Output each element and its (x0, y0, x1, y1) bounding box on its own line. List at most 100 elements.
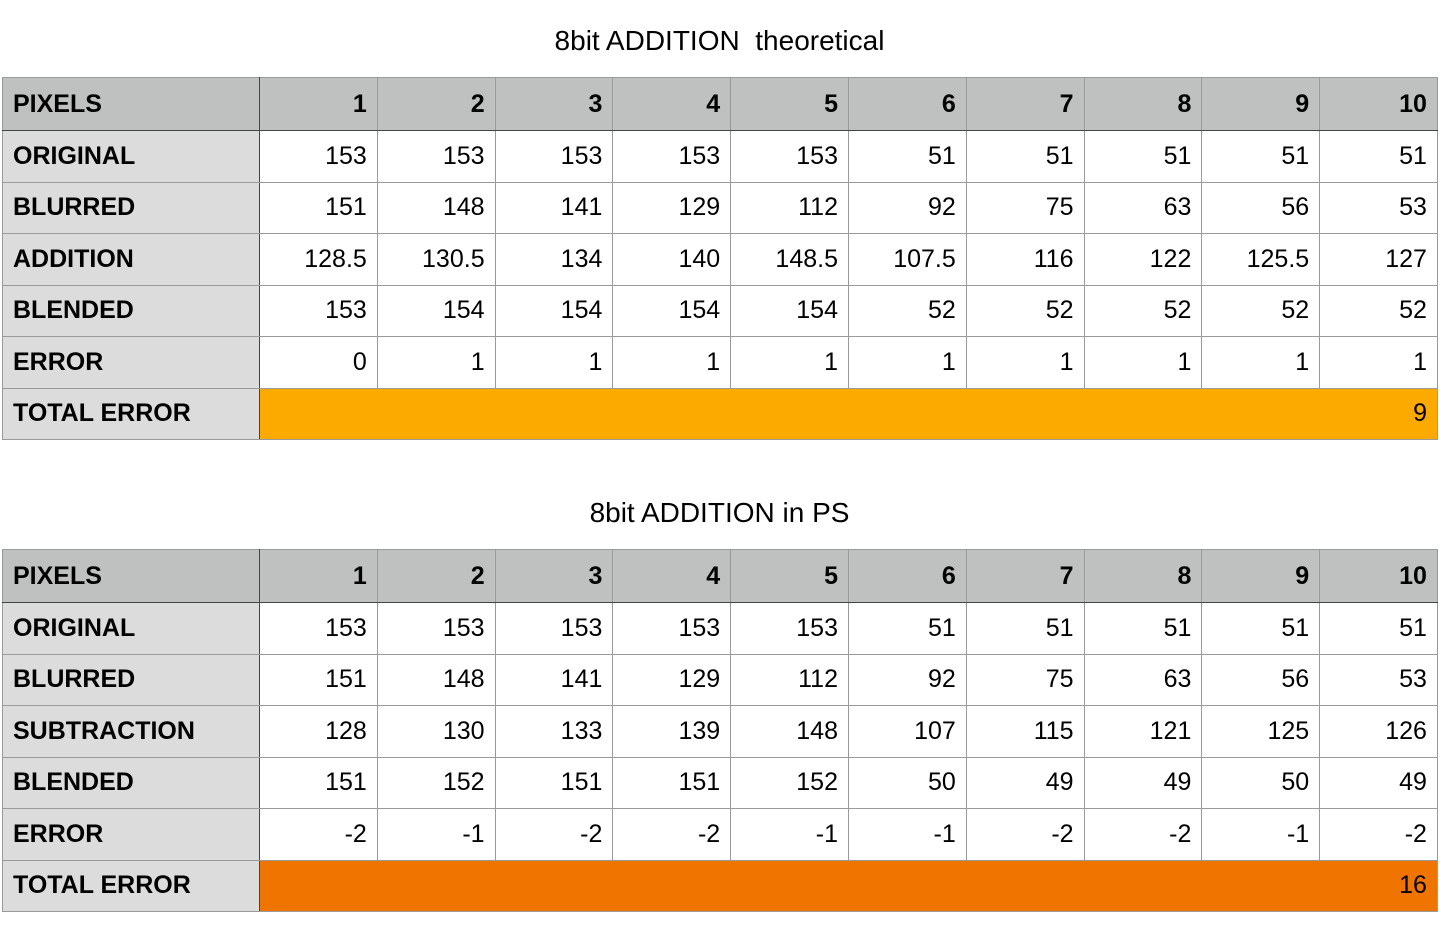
data-table: PIXELS 1 2 3 4 5 6 7 8 9 10 ORIGINAL 153 153 153 153 15… (2, 549, 1438, 912)
table-cell: 154 (376, 284, 496, 337)
table-cell: 56 (1201, 653, 1321, 706)
column-header: 7 (965, 549, 1085, 603)
table-cell: 153 (494, 130, 614, 183)
table-cell: 148 (376, 181, 496, 234)
table-cell: 154 (612, 284, 732, 337)
table-cell: 153 (494, 602, 614, 655)
table-cell: 128.5 (259, 233, 378, 286)
column-header: 3 (494, 549, 614, 603)
table-cell: 148 (730, 705, 849, 758)
column-header: 3 (494, 77, 614, 131)
row-label: SUBTRACTION (2, 705, 260, 758)
table-cell: 1 (1201, 336, 1321, 389)
table-row: BLURRED 151 148 141 129 112 92 75 63 56 53 (2, 181, 1438, 234)
table-row: SUBTRACTION 128 130 133 139 148 107 115 121 125 12… (2, 705, 1438, 758)
table-cell: 151 (494, 756, 614, 809)
header-label: PIXELS (2, 77, 260, 131)
total-error-label: TOTAL ERROR (2, 387, 260, 440)
header-row: PIXELS 1 2 3 4 5 6 7 8 9 10 (2, 549, 1438, 603)
column-header: 5 (730, 549, 849, 603)
table-row: ADDITION 128.5 130.5 134 140 148.5 107.5 116 122… (2, 233, 1438, 286)
table-cell: 75 (965, 653, 1085, 706)
table-cell: 125 (1201, 705, 1321, 758)
table-cell: 153 (730, 602, 849, 655)
row-label: BLURRED (2, 181, 260, 234)
table-cell: 52 (1201, 284, 1321, 337)
table-cell: -2 (259, 808, 378, 861)
table-cell: 129 (612, 653, 732, 706)
row-label: ERROR (2, 336, 260, 389)
table-cell: 50 (1201, 756, 1321, 809)
table-cell: 139 (612, 705, 732, 758)
table-cell: 49 (965, 756, 1085, 809)
table-cell: 51 (847, 602, 967, 655)
table-cell: 51 (1083, 130, 1203, 183)
table-cell: 153 (376, 602, 496, 655)
table-row: ORIGINAL 153 153 153 153 153 51 51 51 51 51 (2, 602, 1438, 655)
table-row: ORIGINAL 153 153 153 153 153 51 51 51 51 51 (2, 130, 1438, 183)
table-cell: 153 (259, 602, 378, 655)
table-cell: 140 (612, 233, 732, 286)
table-cell: 51 (847, 130, 967, 183)
row-label: ERROR (2, 808, 260, 861)
table-cell: 51 (1319, 130, 1438, 183)
table-cell: 51 (965, 130, 1085, 183)
table-cell: 52 (1083, 284, 1203, 337)
table-cell: 153 (376, 130, 496, 183)
row-label: BLENDED (2, 756, 260, 809)
table-cell: 1 (847, 336, 967, 389)
table-cell: -1 (376, 808, 496, 861)
row-label: ORIGINAL (2, 602, 260, 655)
table-cell: -2 (965, 808, 1085, 861)
table-cell: 1 (965, 336, 1085, 389)
table-cell: 154 (494, 284, 614, 337)
table-cell: 153 (612, 602, 732, 655)
table-cell: 63 (1083, 653, 1203, 706)
table-cell: 50 (847, 756, 967, 809)
table-cell: 1 (612, 336, 732, 389)
table-cell: 125.5 (1201, 233, 1321, 286)
table-row: BLURRED 151 148 141 129 112 92 75 63 56 53 (2, 653, 1438, 706)
column-header: 2 (376, 549, 496, 603)
column-header: 1 (259, 549, 378, 603)
table-cell: 154 (730, 284, 849, 337)
column-header: 9 (1201, 77, 1321, 131)
column-header: 4 (612, 549, 732, 603)
table-cell: 53 (1319, 181, 1438, 234)
table-title: 8bit ADDITION in PS (589, 497, 850, 528)
total-error-value: 9 (259, 387, 1438, 440)
column-header: 1 (259, 77, 378, 131)
table-cell: 134 (494, 233, 614, 286)
table-cell: 127 (1319, 233, 1438, 286)
table-cell: 52 (847, 284, 967, 337)
table-cell: 63 (1083, 181, 1203, 234)
table-cell: 152 (376, 756, 496, 809)
table-cell: -1 (1201, 808, 1321, 861)
table-cell: 51 (965, 602, 1085, 655)
column-header: 10 (1319, 77, 1438, 131)
table-cell: 128 (259, 705, 378, 758)
row-label: BLENDED (2, 284, 260, 337)
table-cell: 51 (1083, 602, 1203, 655)
column-header: 6 (847, 77, 967, 131)
table-block-theoretical: 8bit ADDITION theoretical PIXELS 1 2 3 4 5 6 7 8… (2, 0, 1438, 440)
column-header: 6 (847, 549, 967, 603)
table-cell: 51 (1319, 602, 1438, 655)
table-cell: 1 (730, 336, 849, 389)
column-header: 4 (612, 77, 732, 131)
table-block-ps: 8bit ADDITION in PS PIXELS 1 2 3 4 5 6 7 8 9 10 OR… (2, 472, 1438, 912)
table-cell: 126 (1319, 705, 1438, 758)
table-cell: 52 (965, 284, 1085, 337)
table-row: ERROR 0 1 1 1 1 1 1 1 1 1 (2, 336, 1438, 389)
table-cell: 152 (730, 756, 849, 809)
table-cell: 151 (259, 756, 378, 809)
table-cell: 92 (847, 653, 967, 706)
column-header: 8 (1083, 549, 1203, 603)
table-row: ERROR -2 -1 -2 -2 -1 -1 -2 -2 -1 -2 (2, 808, 1438, 861)
table-cell: 133 (494, 705, 614, 758)
table-row: BLENDED 153 154 154 154 154 52 52 52 52 52 (2, 284, 1438, 337)
table-cell: 151 (259, 181, 378, 234)
table-cell: 1 (376, 336, 496, 389)
table-cell: -2 (612, 808, 732, 861)
column-header: 9 (1201, 549, 1321, 603)
